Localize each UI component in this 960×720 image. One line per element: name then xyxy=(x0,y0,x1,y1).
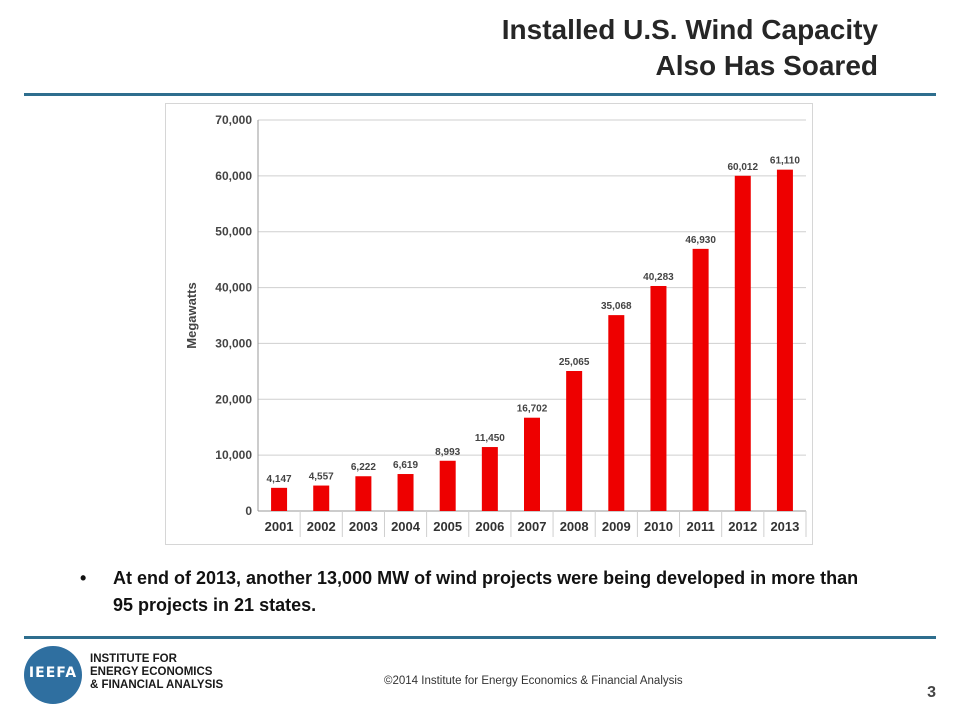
data-label-2008: 25,065 xyxy=(559,357,590,368)
bar-2012 xyxy=(734,175,751,512)
bar-2006 xyxy=(481,447,498,511)
bullet-dot: • xyxy=(80,568,87,588)
y-axis-label: Megawatts xyxy=(184,282,199,348)
bar-2007 xyxy=(524,417,540,511)
ieefa-logo: IEEFA INSTITUTE FOR ENERGY ECONOMICS & F… xyxy=(24,646,234,704)
y-tick-label-4: 40,000 xyxy=(215,281,252,295)
bar-2002 xyxy=(313,485,330,511)
x-tick-label-2012: 2012 xyxy=(728,519,757,534)
y-tick-label-7: 70,000 xyxy=(215,113,252,127)
title-line-1: Installed U.S. Wind Capacity xyxy=(501,14,878,45)
data-label-2010: 40,283 xyxy=(643,272,674,283)
bar-2011 xyxy=(692,248,709,511)
bar-2010 xyxy=(650,285,667,511)
x-tick-label-2007: 2007 xyxy=(518,519,547,534)
data-label-2004: 6,619 xyxy=(393,460,418,471)
logo-name-line-2: ENERGY ECONOMICS xyxy=(90,666,213,678)
x-tick-label-2002: 2002 xyxy=(307,519,336,534)
data-label-2011: 46,930 xyxy=(685,235,716,246)
y-tick-label-0: 0 xyxy=(245,504,252,518)
bar-2003 xyxy=(355,476,372,511)
data-label-2003: 6,222 xyxy=(351,462,376,473)
logo-name-line-3: & FINANCIAL ANALYSIS xyxy=(90,679,224,691)
bottom-divider xyxy=(24,636,936,639)
data-label-2009: 35,068 xyxy=(601,301,632,312)
data-label-2012: 60,012 xyxy=(727,162,758,173)
y-tick-label-1: 10,000 xyxy=(215,448,252,462)
bar-2004 xyxy=(397,474,414,511)
data-label-2006: 11,450 xyxy=(475,433,505,444)
chart-container: 0 10,000 20,000 30,000 40,000 50,000 60,000 70,… xyxy=(165,103,813,545)
y-tick-label-6: 60,000 xyxy=(215,169,252,183)
x-tick-label-2003: 2003 xyxy=(349,519,378,534)
y-tick-label-5: 50,000 xyxy=(215,225,252,239)
bar-2009 xyxy=(608,315,625,511)
data-label-2001: 4,147 xyxy=(267,474,292,485)
bullet-text: At end of 2013, another 13,000 MW of win… xyxy=(113,568,859,615)
x-tick-label-2008: 2008 xyxy=(560,519,589,534)
slide-title: Installed U.S. Wind Capacity Also Has So… xyxy=(178,12,878,84)
page-number: 3 xyxy=(927,684,936,701)
top-divider xyxy=(24,93,936,96)
data-label-2007: 16,702 xyxy=(517,404,548,415)
logo-circle xyxy=(24,646,82,704)
data-label-2005: 8,993 xyxy=(435,447,460,458)
x-tick-label-2006: 2006 xyxy=(475,519,504,534)
y-tick-label-2: 20,000 xyxy=(215,392,252,406)
bar-2008 xyxy=(566,370,583,511)
data-label-2013: 61,110 xyxy=(770,156,800,167)
bar-2001 xyxy=(271,487,288,511)
y-tick-label-3: 30,000 xyxy=(215,336,252,350)
x-tick-label-2009: 2009 xyxy=(602,519,631,534)
x-tick-label-2005: 2005 xyxy=(433,519,462,534)
x-tick-label-2011: 2011 xyxy=(687,519,715,534)
bar-2005 xyxy=(439,460,456,511)
logo-name: INSTITUTE FOR ENERGY ECONOMICS & FINANCI… xyxy=(90,653,223,692)
logo-name-line-1: INSTITUTE FOR xyxy=(90,653,177,665)
title-line-2: Also Has Soared xyxy=(655,50,878,81)
bar-2013 xyxy=(776,169,793,512)
logo-letters: IEEFA xyxy=(28,665,78,681)
x-tick-label-2010: 2010 xyxy=(644,519,673,534)
data-label-2002: 4,557 xyxy=(309,472,334,483)
copyright-text: ©2014 Institute for Energy Economics & F… xyxy=(384,675,683,687)
x-tick-label-2004: 2004 xyxy=(391,519,421,534)
x-tick-label-2013: 2013 xyxy=(770,519,799,534)
bar-chart: 0 10,000 20,000 30,000 40,000 50,000 60,000 70,… xyxy=(184,113,807,537)
x-tick-label-2001: 2001 xyxy=(265,519,294,534)
